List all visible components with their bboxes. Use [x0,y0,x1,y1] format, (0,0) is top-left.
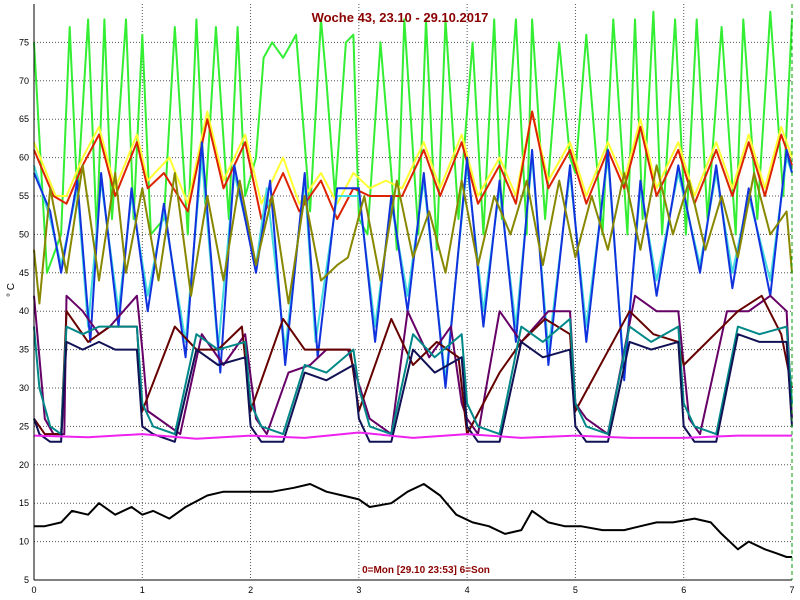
y-axis-label: ° C [6,283,17,297]
y-tick-label: 5 [24,575,29,585]
series-line-11 [33,431,792,440]
series-line-7 [33,294,793,436]
y-tick-label: 15 [19,498,29,508]
y-tick-label: 65 [19,114,29,124]
chart-title: Woche 43, 23.10 - 29.10.2017 [312,10,489,25]
y-tick-label: 40 [19,306,29,316]
series-line-3 [33,110,793,220]
x-tick-label: 7 [789,585,794,595]
series-line-10 [33,333,793,443]
series-line-6 [33,164,793,305]
y-tick-label: 30 [19,383,29,393]
series-line-5 [33,141,793,389]
x-tick-label: 3 [356,585,361,595]
y-tick-label: 10 [19,537,29,547]
y-tick-label: 75 [19,37,29,47]
footer-note: 0=Mon [29.10 23:53] 6=Son [362,565,490,576]
grid [34,4,792,581]
series-line-2 [33,110,793,205]
x-tick-label: 2 [248,585,253,595]
y-tick-label: 70 [19,76,29,86]
y-tick-label: 50 [19,229,29,239]
x-tick-label: 5 [573,585,578,595]
x-tick-label: 4 [465,585,470,595]
y-tick-label: 55 [19,191,29,201]
y-tick-label: 20 [19,460,29,470]
y-tick-label: 35 [19,345,29,355]
x-tick-label: 1 [140,585,145,595]
y-tick-label: 25 [19,421,29,431]
y-tick-label: 60 [19,153,29,163]
series-line-9 [33,317,793,436]
plot-area [33,10,793,558]
x-tick-label: 6 [681,585,686,595]
y-tick-label: 45 [19,268,29,278]
x-tick-label: 0 [31,585,36,595]
series-line-12 [34,483,792,558]
